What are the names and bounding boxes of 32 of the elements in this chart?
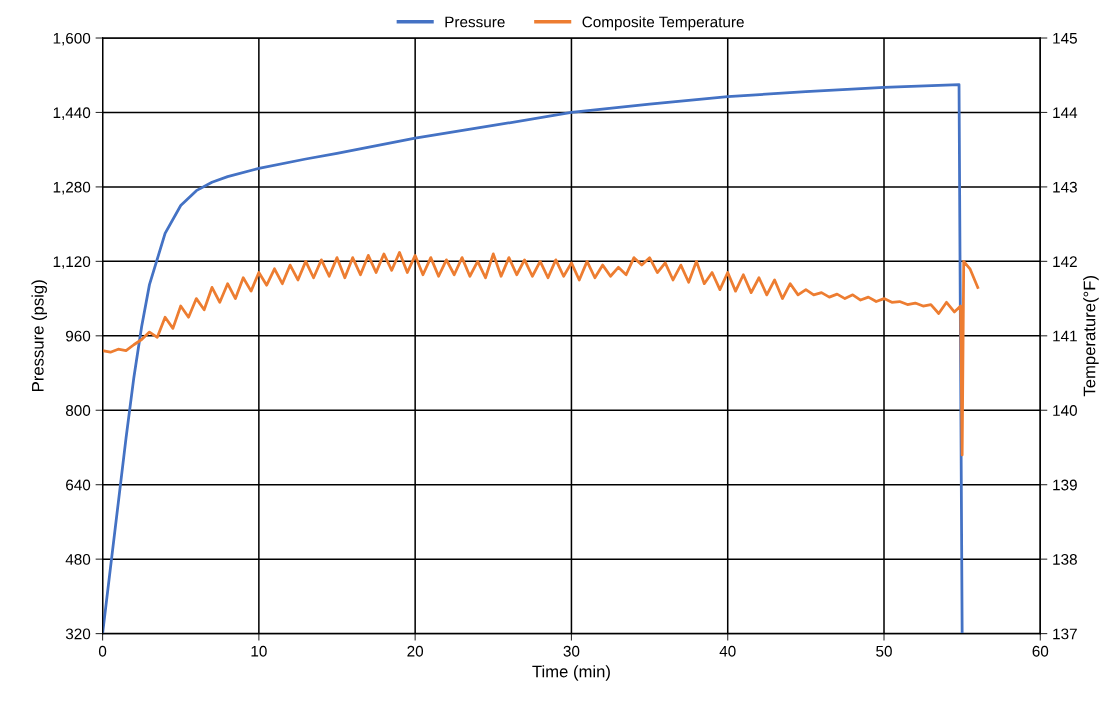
y2-tick-label: 145	[1053, 33, 1077, 44]
y2-tick-label: 144	[1053, 107, 1078, 118]
legend-label: Composite Temperature	[582, 16, 744, 31]
x-tick-label: 10	[251, 645, 267, 657]
y-tick-label: 480	[65, 554, 91, 565]
x-tick-label: 30	[563, 645, 580, 657]
x-tick-label: 60	[1032, 645, 1049, 657]
y-tick-label: 1,280	[53, 181, 91, 195]
y2-tick-label: 139	[1053, 479, 1077, 491]
x-tick-label: 50	[876, 645, 892, 657]
y2-tick-label: 142	[1053, 256, 1077, 267]
y2-tick-label: 140	[1053, 405, 1077, 416]
x-axis-title: Time (min)	[532, 665, 610, 681]
y-tick-label: 1,440	[53, 107, 91, 120]
x-tick-label: 20	[407, 645, 424, 657]
y-tick-label: 320	[65, 628, 91, 640]
x-tick-label: 0	[98, 645, 107, 657]
y2-axis-title: Temperature(°F)	[1083, 276, 1099, 397]
y-axis-title: Pressure (psig)	[31, 280, 47, 391]
y-tick-label: 960	[66, 330, 91, 342]
legend-label: Pressure	[445, 16, 505, 28]
line-series	[102, 83, 964, 634]
x-tick-label: 40	[719, 645, 736, 657]
y-tick-label: 1,600	[53, 32, 91, 46]
y2-tick-label: 143	[1053, 181, 1077, 193]
y2-tick-label: 137	[1053, 628, 1077, 640]
line-series	[102, 251, 980, 457]
y-tick-label: 800	[65, 405, 91, 416]
y2-tick-label: 141	[1053, 330, 1077, 342]
y2-tick-label: 138	[1053, 554, 1077, 565]
y-tick-label: 640	[66, 479, 91, 491]
y-tick-label: 1,120	[53, 256, 91, 269]
